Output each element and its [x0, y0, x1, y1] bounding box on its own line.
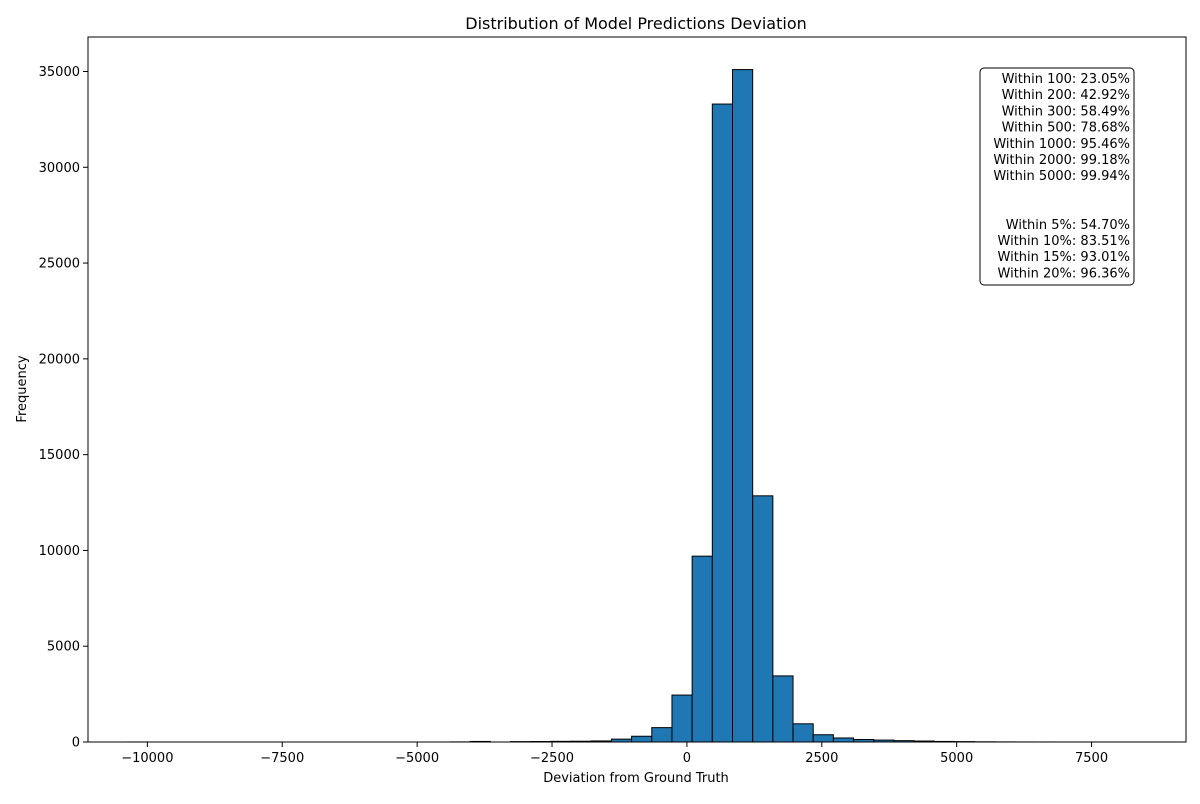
stats-line: Within 5%: 54.70% — [1006, 218, 1130, 233]
chart-title: Distribution of Model Predictions Deviat… — [465, 14, 807, 33]
histogram-bar — [712, 104, 732, 742]
stats-line: Within 300: 58.49% — [1002, 104, 1130, 119]
histogram-bar — [672, 695, 692, 742]
x-tick-label: −2500 — [530, 751, 574, 766]
stats-line: Within 1000: 95.46% — [993, 137, 1130, 152]
x-tick-label: −7500 — [260, 751, 304, 766]
x-tick-label: 0 — [683, 751, 691, 766]
x-tick-label: −10000 — [121, 751, 173, 766]
histogram-bar — [773, 676, 793, 742]
y-axis-label: Frequency — [15, 355, 30, 422]
histogram-bar — [632, 736, 652, 742]
histogram-bar — [833, 738, 853, 742]
x-tick-label: −5000 — [395, 751, 439, 766]
y-tick-label: 15000 — [39, 448, 80, 463]
y-tick-label: 35000 — [39, 65, 80, 80]
x-axis-label: Deviation from Ground Truth — [543, 771, 729, 786]
x-axis: −10000 −7500 −5000 −2500 0 2500 5000 7500 — [121, 742, 1108, 766]
stats-line: Within 500: 78.68% — [1002, 121, 1130, 136]
y-tick-label: 25000 — [39, 257, 80, 272]
stats-line: Within 5000: 99.94% — [993, 169, 1130, 184]
histogram-bar — [753, 496, 773, 742]
y-tick-label: 10000 — [39, 544, 80, 559]
histogram-bar — [652, 728, 672, 742]
stats-line: Within 2000: 99.18% — [993, 153, 1130, 168]
stats-line: Within 20%: 96.36% — [998, 266, 1130, 281]
y-axis: 0 5000 10000 15000 20000 25000 30000 35000 — [39, 65, 88, 751]
stats-line: Within 100: 23.05% — [1002, 72, 1130, 87]
x-tick-label: 2500 — [805, 751, 838, 766]
stats-lines: Within 100: 23.05%Within 200: 42.92%With… — [993, 72, 1130, 281]
stats-line: Within 15%: 93.01% — [998, 250, 1130, 265]
histogram-bar — [692, 556, 712, 742]
stats-line: Within 10%: 83.51% — [998, 234, 1130, 249]
x-tick-label: 5000 — [940, 751, 973, 766]
y-tick-label: 20000 — [39, 352, 80, 367]
histogram-bar — [793, 724, 813, 742]
histogram-bar — [733, 70, 753, 742]
y-tick-label: 0 — [72, 736, 80, 751]
stats-line: Within 200: 42.92% — [1002, 88, 1130, 103]
y-tick-label: 5000 — [47, 640, 80, 655]
stats-annotation-box: Within 100: 23.05%Within 200: 42.92%With… — [980, 68, 1134, 285]
histogram-bar — [813, 735, 833, 742]
x-tick-label: 7500 — [1075, 751, 1108, 766]
y-tick-label: 30000 — [39, 161, 80, 176]
